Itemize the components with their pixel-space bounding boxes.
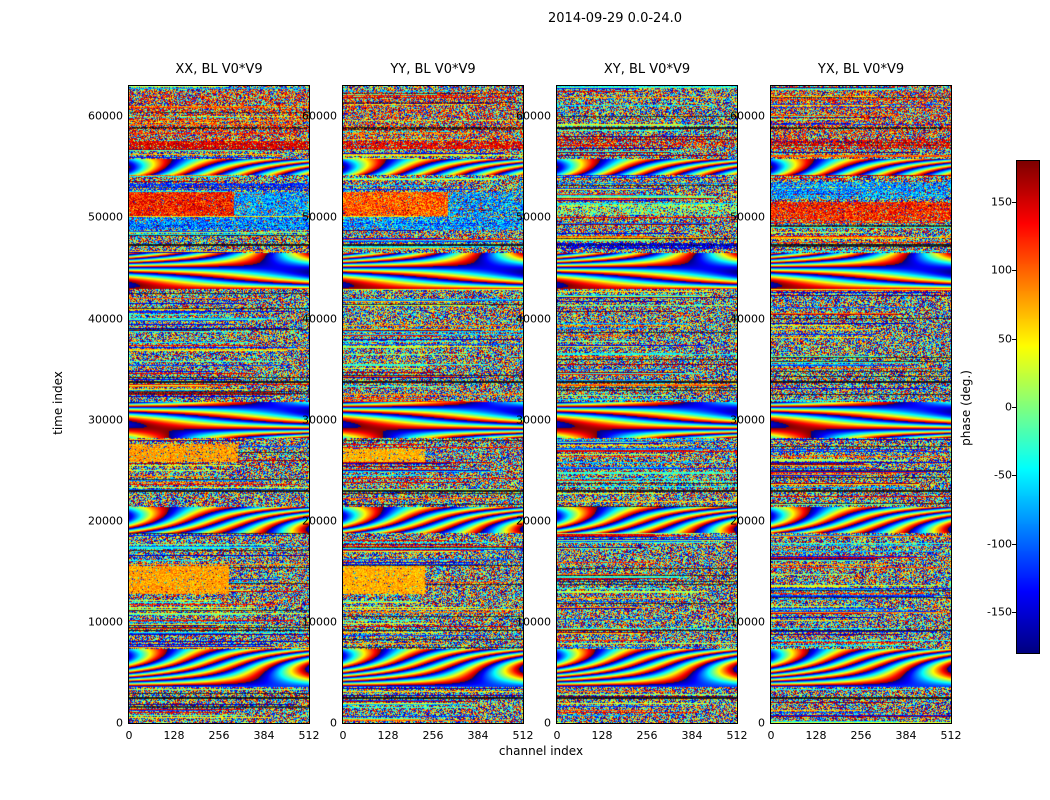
colorbar-tick-mark — [1012, 270, 1016, 272]
y-tick-label: 20000 — [302, 514, 337, 528]
y-tick-label: 60000 — [302, 109, 337, 123]
y-tick-label: 20000 — [730, 514, 765, 528]
phase-heatmap-canvas-yy — [343, 86, 523, 723]
x-tick-label: 0 — [339, 729, 347, 742]
panel-title-yx: YX, BL V0*V9 — [817, 62, 905, 77]
y-tick-label: 10000 — [730, 615, 765, 629]
y-tick-label: 0 — [116, 716, 123, 730]
x-tick-label: 512 — [940, 729, 962, 742]
panel-yy: YY, BL V0*V9 0 10000 20000 30000 40000 50000 6… — [302, 62, 534, 782]
y-tick-label: 40000 — [88, 312, 123, 326]
x-tick-label: 512 — [726, 729, 748, 742]
colorbar-tick-label: 0 — [1005, 400, 1012, 414]
y-tick-label: 40000 — [730, 312, 765, 326]
colorbar-tick-mark — [1012, 543, 1016, 545]
y-tick-label: 10000 — [302, 615, 337, 629]
x-axis-label: channel index — [498, 744, 584, 758]
y-tick-label: 20000 — [88, 514, 123, 528]
y-tick-label: 40000 — [302, 312, 337, 326]
colorbar-tick-mark — [1012, 475, 1016, 477]
x-tick-label: 128 — [377, 729, 399, 742]
colorbar-tick-label: 150 — [991, 195, 1012, 209]
y-tick-label: 30000 — [88, 413, 123, 427]
panel-title-xx: XX, BL V0*V9 — [175, 62, 263, 77]
y-tick-label: 0 — [758, 716, 765, 730]
colorbar-tick-mark — [1012, 612, 1016, 613]
y-tick-label: 0 — [330, 716, 337, 730]
panel-title-yy: YY, BL V0*V9 — [390, 62, 476, 77]
plot-area-yy — [342, 85, 524, 724]
plot-area-yx — [770, 85, 952, 724]
y-tick-label: 60000 — [516, 109, 551, 123]
figure-title: 2014-09-29 0.0-24.0 — [548, 11, 682, 26]
x-tick-label: 256 — [850, 729, 872, 742]
colorbar-tick-label: 50 — [998, 332, 1012, 346]
y-tick-label: 30000 — [730, 413, 765, 427]
y-tick-label: 10000 — [88, 615, 123, 629]
y-tick-label: 60000 — [88, 109, 123, 123]
y-tick-label: 0 — [544, 716, 551, 730]
panel-xx: XX, BL V0*V9 0 10000 20000 30000 40000 50000 6… — [88, 62, 320, 782]
x-tick-labels-xy: 0 128 256 384 512 — [553, 729, 748, 743]
x-tick-label: 384 — [467, 729, 489, 742]
colorbar-tick-label: -150 — [987, 605, 1012, 619]
x-tick-label: 256 — [636, 729, 658, 742]
colorbar-canvas — [1017, 161, 1039, 653]
colorbar-tick-label: -50 — [994, 468, 1012, 482]
phase-heatmap-canvas-yx — [771, 86, 951, 723]
colorbar-tick-label: -100 — [987, 537, 1012, 551]
colorbar-tick-label: 100 — [991, 263, 1012, 277]
x-tick-label: 0 — [553, 729, 561, 742]
y-tick-label: 50000 — [88, 210, 123, 224]
colorbar-tick-mark — [1012, 338, 1016, 340]
panel-xy: XY, BL V0*V9 0 10000 20000 30000 40000 50000 6… — [516, 62, 748, 782]
colorbar-label: phase (deg.) — [959, 370, 973, 446]
x-tick-label: 384 — [895, 729, 917, 742]
plot-area-xx — [128, 85, 310, 724]
x-tick-label: 384 — [253, 729, 275, 742]
x-tick-label: 0 — [125, 729, 133, 742]
y-tick-label: 50000 — [302, 210, 337, 224]
x-tick-labels-xx: 0 128 256 384 512 — [125, 729, 320, 743]
colorbar: 150 100 50 0 -50 -100 -150 — [930, 160, 1040, 660]
y-tick-label: 30000 — [516, 413, 551, 427]
y-tick-label: 10000 — [516, 615, 551, 629]
x-tick-label: 256 — [422, 729, 444, 742]
x-tick-labels-yx: 0 128 256 384 512 — [767, 729, 962, 743]
y-tick-label: 30000 — [302, 413, 337, 427]
y-tick-label: 20000 — [516, 514, 551, 528]
panel-yx: YX, BL V0*V9 0 10000 20000 30000 40000 50000 6… — [730, 62, 962, 782]
colorbar-tick-mark — [1012, 202, 1016, 203]
colorbar-tick-labels: 150 100 50 0 -50 -100 -150 — [930, 160, 1040, 654]
x-tick-label: 128 — [805, 729, 827, 742]
phase-heatmap-canvas-xx — [129, 86, 309, 723]
x-tick-label: 384 — [681, 729, 703, 742]
x-tick-label: 512 — [298, 729, 320, 742]
colorbar-gradient — [1016, 160, 1040, 654]
y-tick-label: 60000 — [730, 109, 765, 123]
panel-title-xy: XY, BL V0*V9 — [603, 62, 691, 77]
y-tick-label: 50000 — [730, 210, 765, 224]
y-axis-label: time index — [51, 371, 65, 435]
x-tick-label: 256 — [208, 729, 230, 742]
plot-area-xy — [556, 85, 738, 724]
y-tick-label: 50000 — [516, 210, 551, 224]
phase-heatmap-canvas-xy — [557, 86, 737, 723]
x-tick-label: 128 — [163, 729, 185, 742]
y-tick-label: 40000 — [516, 312, 551, 326]
x-tick-label: 512 — [512, 729, 534, 742]
colorbar-tick-mark — [1012, 407, 1016, 408]
x-tick-label: 128 — [591, 729, 613, 742]
x-tick-labels-yy: 0 128 256 384 512 — [339, 729, 534, 743]
x-tick-label: 0 — [767, 729, 775, 742]
